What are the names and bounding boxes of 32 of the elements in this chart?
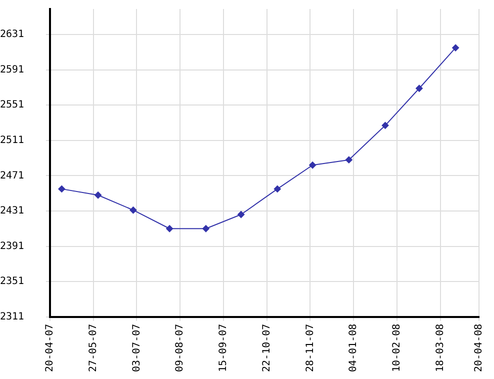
x-tick-label: 09-08-07 [174,324,186,372]
point [452,44,460,52]
x-tick-label: 10-02-08 [392,324,403,372]
y-tick-label: 2311 [0,311,24,322]
y-tick-label: 2631 [0,29,24,40]
y-tick-label: 2511 [0,135,24,146]
y-tick-label: 2551 [0,100,24,111]
x-tick-label: 15-09-07 [218,324,230,372]
y-tick-label: 2351 [0,276,24,288]
y-tick-label: 2391 [0,240,24,252]
point [382,122,389,129]
x-tick-label: 03-07-07 [131,324,142,372]
point [166,225,174,232]
y-tick-label: 2591 [0,64,24,76]
point [345,156,352,164]
point [274,185,281,192]
x-tick-label: 28-11-07 [304,324,316,372]
y-tick-label: 2471 [0,170,24,182]
point [94,192,102,199]
x-tick-label: 18-03-08 [434,324,446,372]
point [309,162,316,169]
point [238,211,245,218]
point [130,206,137,214]
x-tick-label: 04-01-08 [348,324,360,372]
point [58,185,66,192]
y-tick-label: 2431 [0,206,24,217]
x-tick-label: 20-04-08 [474,324,485,372]
x-tick-label: 27-05-07 [88,324,99,372]
point [416,84,423,92]
x-tick-label: 22-10-07 [261,324,272,372]
x-tick-label: 20-04-07 [44,324,56,372]
point [202,225,210,232]
